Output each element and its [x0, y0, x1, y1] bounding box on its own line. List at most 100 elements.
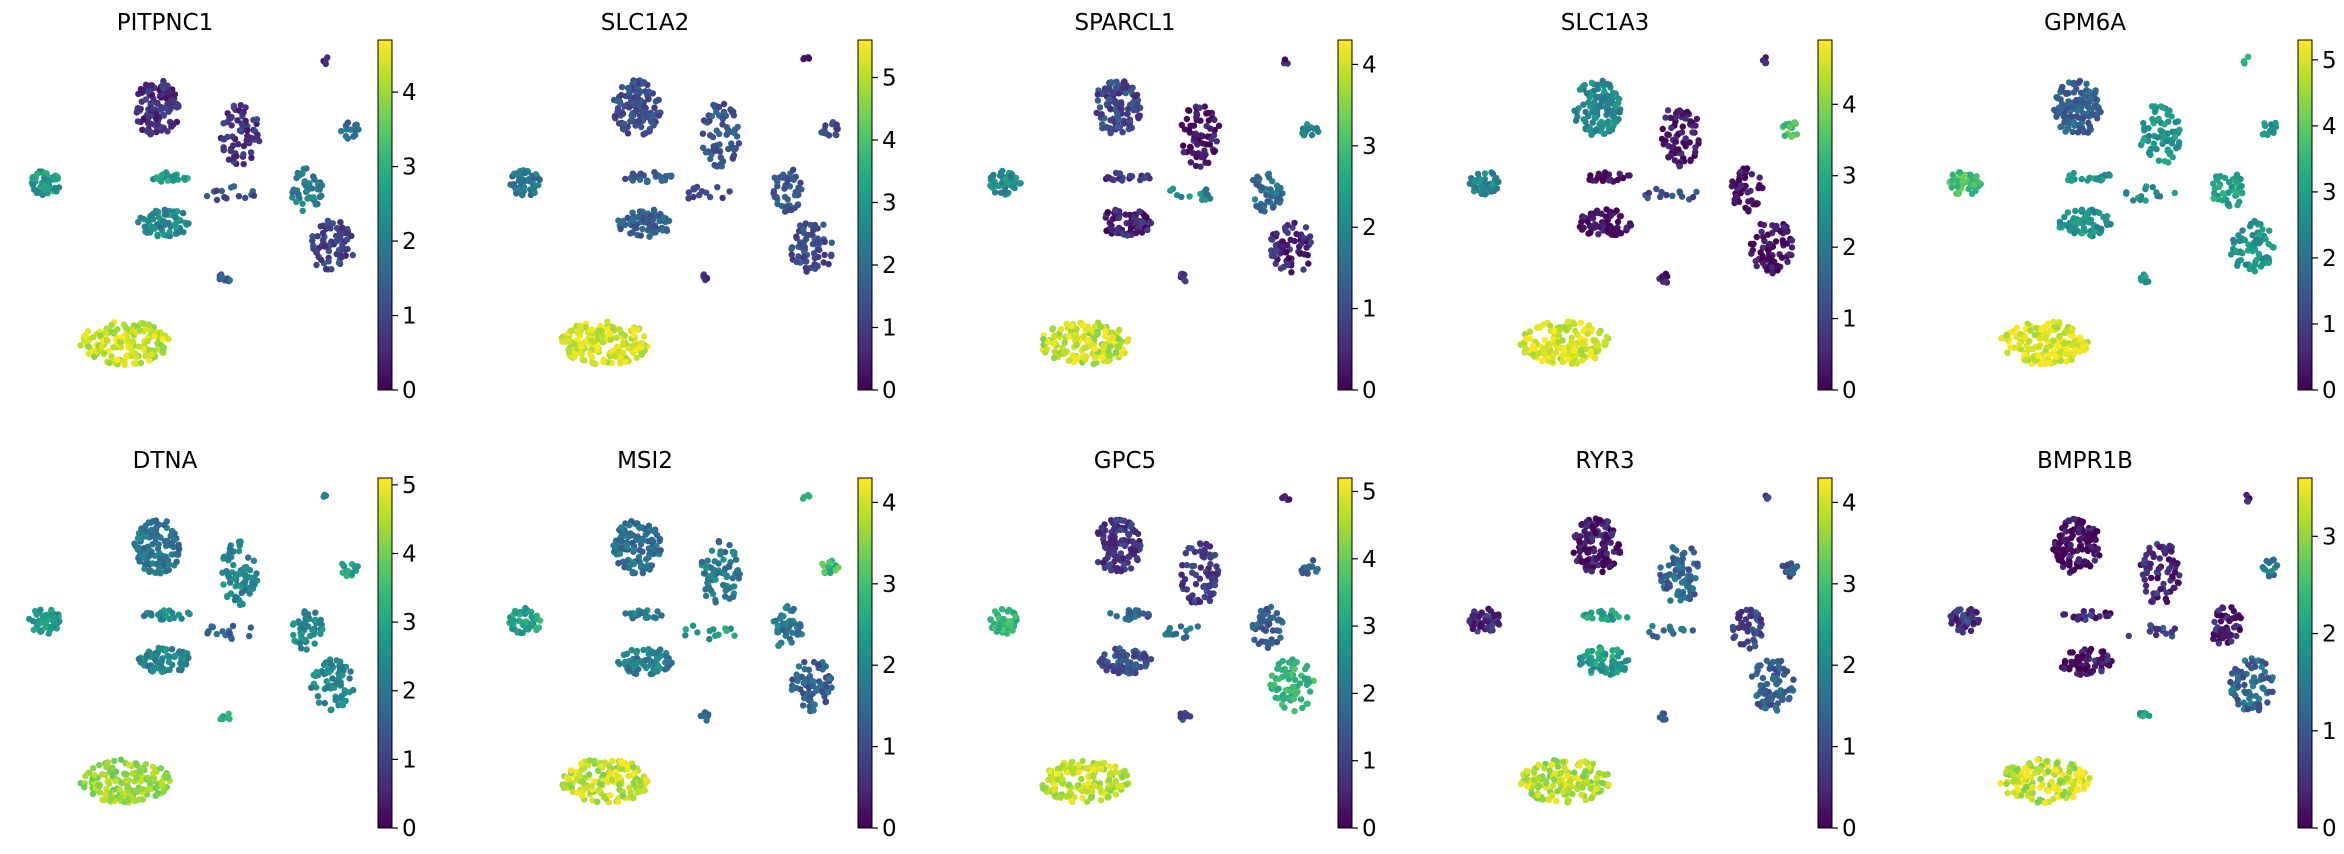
- cluster-top_round: [131, 517, 183, 577]
- cell-point: [1186, 107, 1193, 114]
- cell-point: [2070, 349, 2077, 357]
- cell-point: [1101, 85, 1109, 92]
- cell-point: [658, 177, 665, 184]
- cell-point: [1306, 233, 1314, 240]
- cell-point: [106, 780, 113, 787]
- cell-point: [1050, 354, 1058, 362]
- cluster-right_lower: [309, 217, 356, 273]
- cell-point: [136, 767, 144, 775]
- cell-point: [2252, 219, 2259, 226]
- colorbar-tick-label: 5: [882, 66, 897, 92]
- cell-point: [1007, 172, 1015, 179]
- cluster-mid_dots: [203, 183, 258, 204]
- cell-point: [151, 332, 158, 340]
- cell-point: [636, 176, 644, 183]
- cell-point: [1253, 203, 1261, 210]
- cell-point: [1012, 174, 1020, 182]
- cell-point: [997, 169, 1005, 176]
- cluster-right_lower: [308, 656, 357, 714]
- cell-point: [161, 521, 168, 529]
- cell-point: [290, 620, 297, 627]
- cell-point: [781, 208, 789, 215]
- cell-point: [1125, 532, 1133, 539]
- cell-point: [256, 137, 263, 145]
- cell-point: [1273, 190, 1280, 197]
- colorbar-tick-label: 0: [882, 816, 897, 842]
- cell-point: [1574, 113, 1581, 121]
- cell-point: [719, 194, 726, 202]
- cell-point: [1672, 138, 1680, 145]
- colorbar-tick-label: 3: [402, 610, 417, 636]
- cell-point: [1127, 611, 1135, 618]
- cell-point: [622, 221, 629, 228]
- colorbar-tick-label: 2: [882, 653, 897, 679]
- cell-point: [143, 651, 150, 659]
- cell-point: [646, 233, 653, 240]
- cell-point: [604, 318, 611, 325]
- cell-point: [1113, 109, 1121, 117]
- cell-point: [1198, 196, 1206, 203]
- cell-point: [1284, 221, 1291, 229]
- cell-point: [634, 95, 641, 102]
- cell-point: [335, 246, 343, 254]
- cell-point: [179, 209, 187, 217]
- cell-point: [1263, 191, 1270, 198]
- cell-point: [104, 337, 111, 344]
- cell-point: [790, 605, 797, 613]
- cell-point: [2079, 342, 2087, 350]
- cell-point: [1568, 338, 1575, 345]
- cell-point: [96, 761, 103, 769]
- cell-point: [636, 777, 644, 785]
- cell-point: [342, 229, 349, 237]
- cluster-bottom_left_large: [77, 756, 173, 806]
- cell-point: [1122, 211, 1129, 218]
- cell-point: [139, 126, 146, 133]
- cell-point: [1069, 352, 1077, 359]
- cell-point: [797, 179, 804, 186]
- cell-point: [731, 583, 738, 590]
- cell-point: [2171, 189, 2178, 197]
- cell-point: [567, 767, 575, 774]
- cell-point: [630, 332, 637, 339]
- cell-point: [2069, 325, 2076, 332]
- cell-point: [147, 610, 155, 617]
- cell-point: [337, 233, 344, 240]
- cell-point: [2270, 129, 2277, 136]
- cell-point: [828, 252, 835, 260]
- cell-point: [342, 133, 349, 140]
- cell-point: [1002, 189, 1010, 196]
- cell-point: [2251, 261, 2259, 268]
- cell-point: [299, 200, 306, 207]
- cell-point: [713, 108, 720, 116]
- cell-point: [229, 133, 236, 140]
- cell-point: [1300, 235, 1308, 242]
- cluster-mid_left_band: [1586, 169, 1633, 185]
- cell-point: [803, 268, 810, 275]
- cluster-mid_dots: [1162, 623, 1202, 642]
- cell-point: [2065, 124, 2072, 131]
- cell-point: [588, 782, 595, 790]
- cell-point: [161, 667, 168, 675]
- cell-point: [323, 678, 330, 685]
- cell-point: [250, 557, 258, 564]
- colorbar-tick-label: 3: [882, 572, 897, 598]
- cell-point: [1115, 335, 1123, 343]
- cell-point: [1051, 339, 1059, 346]
- cell-point: [1307, 239, 1315, 246]
- cell-point: [81, 333, 88, 340]
- cell-point: [1094, 529, 1102, 536]
- cluster-left_round: [987, 167, 1024, 198]
- cell-point: [218, 187, 225, 195]
- cell-point: [1192, 580, 1200, 588]
- cell-point: [108, 321, 115, 329]
- colorbar-tick-label: 0: [882, 378, 897, 404]
- cell-point: [152, 518, 159, 525]
- cell-point: [582, 324, 589, 331]
- cell-point: [708, 572, 715, 579]
- cell-point: [142, 352, 150, 360]
- cell-point: [616, 326, 623, 333]
- cell-point: [168, 123, 175, 130]
- cell-point: [1196, 104, 1203, 111]
- cell-point: [159, 656, 166, 663]
- cell-point: [633, 354, 640, 361]
